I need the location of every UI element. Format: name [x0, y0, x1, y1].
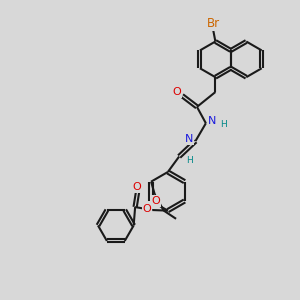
Text: O: O [172, 87, 181, 97]
Text: H: H [220, 120, 226, 129]
Text: H: H [186, 156, 193, 165]
Text: O: O [143, 204, 152, 214]
Text: Br: Br [206, 17, 220, 30]
Text: N: N [208, 116, 217, 127]
Text: N: N [185, 134, 193, 144]
Text: O: O [151, 196, 160, 206]
Text: O: O [133, 182, 141, 192]
